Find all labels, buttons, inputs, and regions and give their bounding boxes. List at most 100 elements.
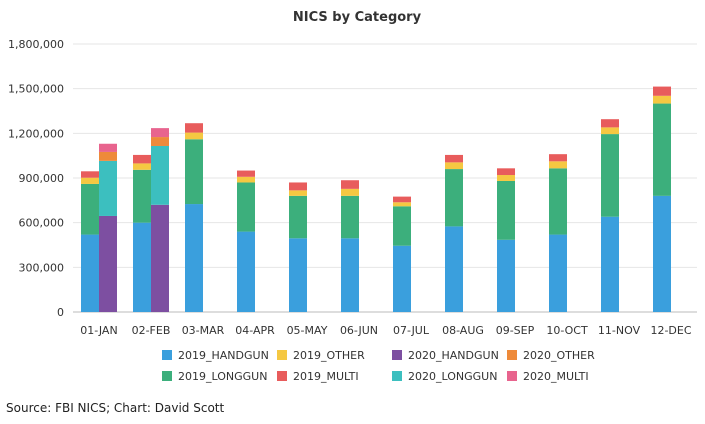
x-tick-label: 01-JAN bbox=[80, 324, 117, 337]
legend-item-2020-multi: 2020_MULTI bbox=[507, 370, 589, 383]
legend-item-2019-longgun: 2019_LONGGUN bbox=[162, 370, 267, 383]
bar-segment-2019-multi-05-may bbox=[289, 182, 307, 191]
x-tick-label: 06-JUN bbox=[340, 324, 378, 337]
source-note: Source: FBI NICS; Chart: David Scott bbox=[6, 401, 225, 415]
legend-label: 2020_HANDGUN bbox=[408, 349, 499, 362]
bar-segment-2020-handgun-01-jan bbox=[99, 215, 117, 312]
legend-item-2019-other: 2019_OTHER bbox=[277, 349, 365, 362]
x-tick-label: 11-NOV bbox=[598, 324, 641, 337]
y-tick-label: 0 bbox=[57, 306, 64, 319]
bar-segment-2019-multi-01-jan bbox=[81, 171, 99, 178]
legend-swatch bbox=[162, 371, 172, 381]
bar-segment-2019-multi-03-mar bbox=[185, 123, 203, 133]
bar-segment-2019-other-08-aug bbox=[445, 162, 463, 170]
x-tick-label: 12-DEC bbox=[650, 324, 691, 337]
bar-segment-2020-other-01-jan bbox=[99, 151, 117, 161]
bar-segment-2019-other-09-sep bbox=[497, 175, 515, 181]
bar-segment-2019-handgun-10-oct bbox=[549, 234, 567, 312]
grid-lines bbox=[73, 43, 697, 313]
bar-segment-2020-longgun-02-feb bbox=[151, 145, 169, 205]
bar-segment-2019-other-03-mar bbox=[185, 132, 203, 140]
bar-segment-2019-longgun-05-may bbox=[289, 195, 307, 239]
bar-segment-2019-handgun-01-jan bbox=[81, 234, 99, 312]
bar-segment-2019-multi-09-sep bbox=[497, 168, 515, 176]
x-tick-label: 04-APR bbox=[235, 324, 275, 337]
bar-segment-2019-longgun-11-nov bbox=[601, 134, 619, 217]
y-tick-label: 1,800,000 bbox=[8, 38, 64, 51]
bar-segment-2019-longgun-01-jan bbox=[81, 183, 99, 235]
bar-segment-2019-multi-08-aug bbox=[445, 154, 463, 163]
bar-segment-2019-other-10-oct bbox=[549, 161, 567, 169]
legend-swatch bbox=[392, 350, 402, 360]
bar-segment-2019-longgun-08-aug bbox=[445, 169, 463, 227]
bar-segment-2019-multi-04-apr bbox=[237, 170, 255, 177]
bar-segment-2020-longgun-01-jan bbox=[99, 160, 117, 216]
bar-segment-2019-handgun-04-apr bbox=[237, 231, 255, 312]
bar-segment-2019-handgun-09-sep bbox=[497, 239, 515, 312]
legend-swatch bbox=[507, 371, 517, 381]
bars bbox=[81, 86, 671, 312]
x-axis: 01-JAN 02-FEB 03-MAR 04-APR 05-MAY 06-JUN 07-J… bbox=[80, 324, 692, 337]
bar-segment-2019-handgun-08-aug bbox=[445, 226, 463, 312]
legend-swatch bbox=[507, 350, 517, 360]
bar-segment-2019-other-02-feb bbox=[133, 163, 151, 170]
x-tick-label: 10-OCT bbox=[546, 324, 588, 337]
legend-item-2020-handgun: 2020_HANDGUN bbox=[392, 349, 499, 362]
bar-segment-2019-handgun-11-nov bbox=[601, 216, 619, 312]
bar-segment-2019-longgun-06-jun bbox=[341, 195, 359, 239]
y-tick-label: 600,000 bbox=[19, 217, 65, 230]
bar-segment-2019-handgun-07-jul bbox=[393, 245, 411, 312]
bar-segment-2019-multi-10-oct bbox=[549, 154, 567, 162]
bar-segment-2019-multi-07-jul bbox=[393, 196, 411, 203]
bar-segment-2019-handgun-03-mar bbox=[185, 204, 203, 312]
legend-item-2019-multi: 2019_MULTI bbox=[277, 370, 359, 383]
legend-label: 2020_LONGGUN bbox=[408, 370, 497, 383]
legend-label: 2019_LONGGUN bbox=[178, 370, 267, 383]
x-tick-label: 08-AUG bbox=[442, 324, 484, 337]
legend-label: 2019_OTHER bbox=[293, 349, 365, 362]
bar-segment-2019-handgun-12-dec bbox=[653, 195, 671, 312]
x-tick-label: 07-JUL bbox=[393, 324, 430, 337]
bar-segment-2019-handgun-06-jun bbox=[341, 238, 359, 312]
bar-segment-2019-other-11-nov bbox=[601, 127, 619, 135]
bar-segment-2019-longgun-12-dec bbox=[653, 103, 671, 196]
bar-segment-2019-other-06-jun bbox=[341, 188, 359, 196]
bar-segment-2019-longgun-10-oct bbox=[549, 168, 567, 235]
y-tick-label: 900,000 bbox=[19, 172, 65, 185]
bar-segment-2019-handgun-05-may bbox=[289, 238, 307, 312]
legend-label: 2019_MULTI bbox=[293, 370, 359, 383]
bar-segment-2019-longgun-09-sep bbox=[497, 180, 515, 240]
bar-segment-2019-other-05-may bbox=[289, 190, 307, 196]
bar-segment-2019-handgun-02-feb bbox=[133, 222, 151, 312]
x-tick-label: 05-MAY bbox=[287, 324, 328, 337]
bar-segment-2019-longgun-07-jul bbox=[393, 206, 411, 246]
legend-swatch bbox=[277, 371, 287, 381]
bar-segment-2020-multi-02-feb bbox=[151, 128, 169, 138]
y-tick-label: 1,200,000 bbox=[8, 127, 64, 140]
bar-segment-2019-multi-11-nov bbox=[601, 119, 619, 128]
legend-label: 2020_MULTI bbox=[523, 370, 589, 383]
legend: 2019_HANDGUN 2019_OTHER 2020_HANDGUN 2020_O… bbox=[162, 349, 595, 383]
x-tick-label: 03-MAR bbox=[182, 324, 225, 337]
bar-segment-2020-other-02-feb bbox=[151, 137, 169, 146]
x-tick-label: 02-FEB bbox=[132, 324, 171, 337]
x-tick-label: 09-SEP bbox=[496, 324, 535, 337]
bar-segment-2019-longgun-03-mar bbox=[185, 139, 203, 205]
legend-label: 2020_OTHER bbox=[523, 349, 595, 362]
legend-item-2020-other: 2020_OTHER bbox=[507, 349, 595, 362]
bar-segment-2019-other-12-dec bbox=[653, 95, 671, 104]
y-axis: 0 300,000 600,000 900,000 1,200,000 1,500,000… bbox=[8, 38, 64, 319]
bar-segment-2019-multi-12-dec bbox=[653, 86, 671, 96]
y-tick-label: 1,500,000 bbox=[8, 83, 64, 96]
bar-segment-2019-multi-06-jun bbox=[341, 180, 359, 189]
chart-title: NICS by Category bbox=[293, 10, 422, 25]
legend-item-2019-handgun: 2019_HANDGUN bbox=[162, 349, 269, 362]
legend-item-2020-longgun: 2020_LONGGUN bbox=[392, 370, 497, 383]
legend-swatch bbox=[162, 350, 172, 360]
bar-segment-2019-longgun-02-feb bbox=[133, 169, 151, 223]
bar-segment-2019-other-04-apr bbox=[237, 176, 255, 183]
bar-segment-2020-handgun-02-feb bbox=[151, 204, 169, 312]
bar-segment-2019-longgun-04-apr bbox=[237, 182, 255, 232]
bar-segment-2019-other-07-jul bbox=[393, 202, 411, 207]
